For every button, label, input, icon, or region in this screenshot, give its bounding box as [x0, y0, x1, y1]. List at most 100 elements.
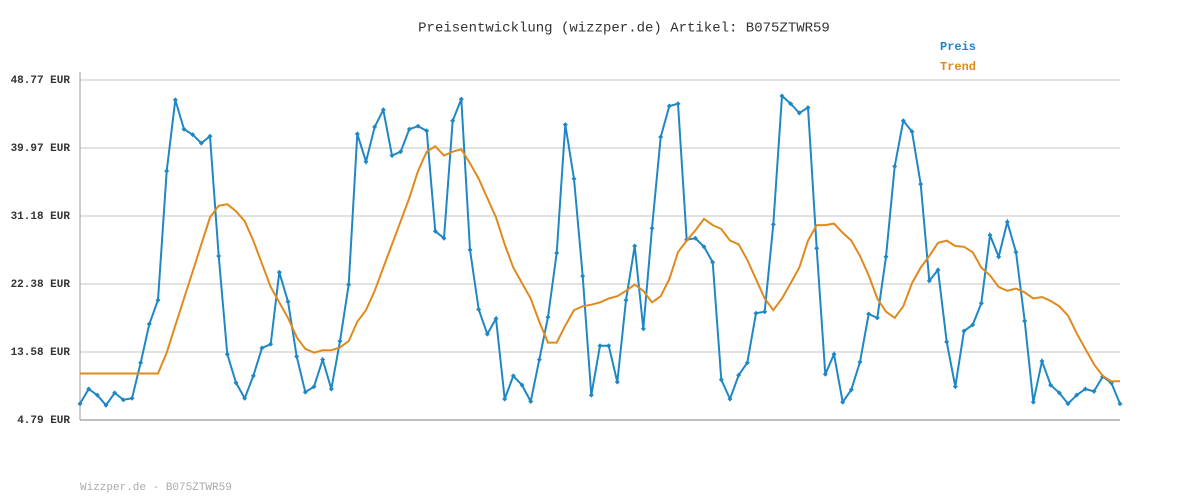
data-point: [259, 345, 265, 351]
data-point: [1013, 249, 1019, 255]
y-tick-label: 22.38 EUR: [11, 279, 71, 291]
data-point: [666, 103, 672, 109]
data-point: [658, 134, 664, 140]
data-point: [640, 326, 646, 332]
data-point: [103, 402, 109, 408]
data-point: [493, 316, 499, 322]
data-point: [294, 354, 300, 360]
data-point: [727, 396, 733, 402]
data-point: [528, 398, 534, 404]
data-point: [181, 126, 187, 132]
data-point: [918, 181, 924, 187]
data-point: [562, 122, 568, 128]
data-point: [770, 221, 776, 227]
data-point: [224, 351, 230, 357]
data-point: [372, 124, 378, 130]
data-point: [207, 133, 213, 139]
y-tick-label: 31.18 EUR: [11, 211, 71, 223]
data-point: [450, 118, 456, 124]
data-point: [571, 176, 577, 182]
data-point: [1082, 386, 1088, 392]
data-point: [762, 309, 768, 315]
data-point: [978, 300, 984, 306]
data-point: [380, 107, 386, 113]
data-point: [320, 357, 326, 363]
data-point: [857, 359, 863, 365]
data-point: [1004, 219, 1010, 225]
data-point: [112, 390, 118, 396]
data-point: [588, 392, 594, 398]
data-point: [354, 131, 360, 137]
data-point: [77, 401, 83, 407]
y-tick-label: 4.79 EUR: [17, 415, 70, 427]
data-point: [172, 97, 178, 103]
data-point: [814, 245, 820, 251]
data-point: [900, 118, 906, 124]
data-point: [311, 384, 317, 390]
data-point: [909, 129, 915, 135]
data-point: [892, 163, 898, 169]
data-point: [788, 101, 794, 107]
data-point: [1117, 401, 1123, 407]
data-point: [1022, 318, 1028, 324]
data-point: [138, 360, 144, 366]
data-point: [190, 132, 196, 138]
data-point: [363, 159, 369, 165]
data-point: [86, 386, 92, 392]
data-point: [970, 322, 976, 328]
data-point: [744, 360, 750, 366]
data-point: [164, 168, 170, 174]
data-point: [805, 105, 811, 111]
data-point: [597, 343, 603, 349]
y-tick-label: 39.97 EUR: [11, 143, 71, 155]
data-point: [389, 153, 395, 159]
data-point: [155, 297, 161, 303]
data-point: [1039, 358, 1045, 364]
data-point: [337, 338, 343, 344]
data-point: [779, 93, 785, 99]
data-point: [710, 259, 716, 265]
data-point: [718, 377, 724, 383]
data-point: [1074, 392, 1080, 398]
data-point: [1056, 390, 1062, 396]
data-point: [987, 232, 993, 238]
data-point: [736, 372, 742, 378]
data-point: [146, 321, 152, 327]
data-point: [753, 310, 759, 316]
data-point: [484, 331, 490, 337]
data-point: [458, 96, 464, 102]
data-point: [476, 306, 482, 312]
data-point: [233, 380, 239, 386]
data-point: [406, 126, 412, 132]
data-point: [796, 110, 802, 116]
data-point: [120, 397, 126, 403]
y-tick-label: 13.58 EUR: [11, 347, 71, 359]
data-point: [250, 373, 256, 379]
data-point: [649, 225, 655, 231]
data-point: [926, 278, 932, 284]
footer: Wizzper.de - B075ZTWR59: [80, 482, 232, 494]
data-point: [996, 254, 1002, 260]
data-point: [883, 254, 889, 260]
data-point: [242, 395, 248, 401]
data-point: [614, 379, 620, 385]
data-point: [441, 235, 447, 241]
data-point: [874, 315, 880, 321]
data-point: [536, 357, 542, 363]
data-point: [692, 235, 698, 241]
data-point: [94, 392, 100, 398]
data-point: [268, 341, 274, 347]
data-point: [701, 244, 707, 250]
data-point: [346, 282, 352, 288]
data-point: [216, 253, 222, 259]
data-point: [822, 371, 828, 377]
data-point: [510, 373, 516, 379]
data-point: [432, 228, 438, 234]
data-point: [580, 273, 586, 279]
data-point: [1048, 382, 1054, 388]
chart-title: Preisentwicklung (wizzper.de) Artikel: B…: [418, 21, 830, 37]
data-point: [1030, 399, 1036, 405]
data-point: [935, 267, 941, 273]
